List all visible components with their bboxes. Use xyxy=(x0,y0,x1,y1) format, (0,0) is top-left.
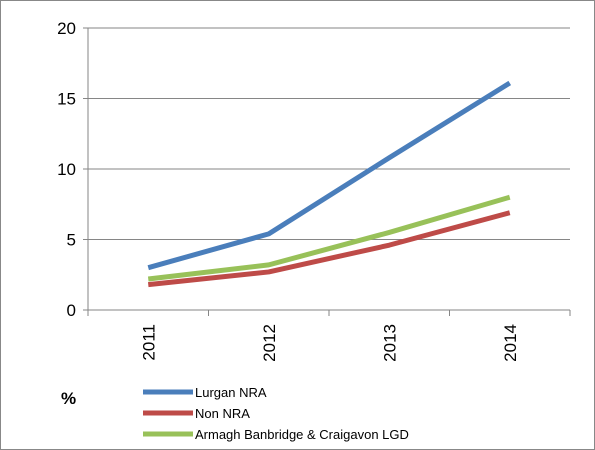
legend-label-0: Lurgan NRA xyxy=(195,385,267,400)
x-tick-label-2014: 2014 xyxy=(501,324,520,362)
y-tick-label: 10 xyxy=(57,160,76,179)
x-tick-label-2012: 2012 xyxy=(260,324,279,362)
x-tick-labels: 2011 2012 2013 2014 xyxy=(139,324,520,362)
legend-label-2: Armagh Banbridge & Craigavon LGD xyxy=(195,427,409,442)
unit-label: % xyxy=(61,389,76,408)
series-line-0 xyxy=(147,80,512,271)
series-lines xyxy=(147,80,512,288)
x-tick-label-2013: 2013 xyxy=(380,324,399,362)
legend-label-1: Non NRA xyxy=(195,406,250,421)
y-tick-labels: 0 5 10 15 20 xyxy=(57,19,76,320)
y-tick-label: 20 xyxy=(57,19,76,38)
series-line-1 xyxy=(147,210,511,288)
y-tick-label: 15 xyxy=(57,90,76,109)
y-tick-label: 0 xyxy=(67,301,76,320)
axes xyxy=(83,27,571,316)
legend: Lurgan NRA Non NRA Armagh Banbridge & Crai… xyxy=(143,385,409,442)
series-line-2 xyxy=(147,194,511,282)
gridlines xyxy=(88,27,570,240)
x-tick-label-2011: 2011 xyxy=(139,324,158,361)
y-tick-label: 5 xyxy=(67,231,76,250)
